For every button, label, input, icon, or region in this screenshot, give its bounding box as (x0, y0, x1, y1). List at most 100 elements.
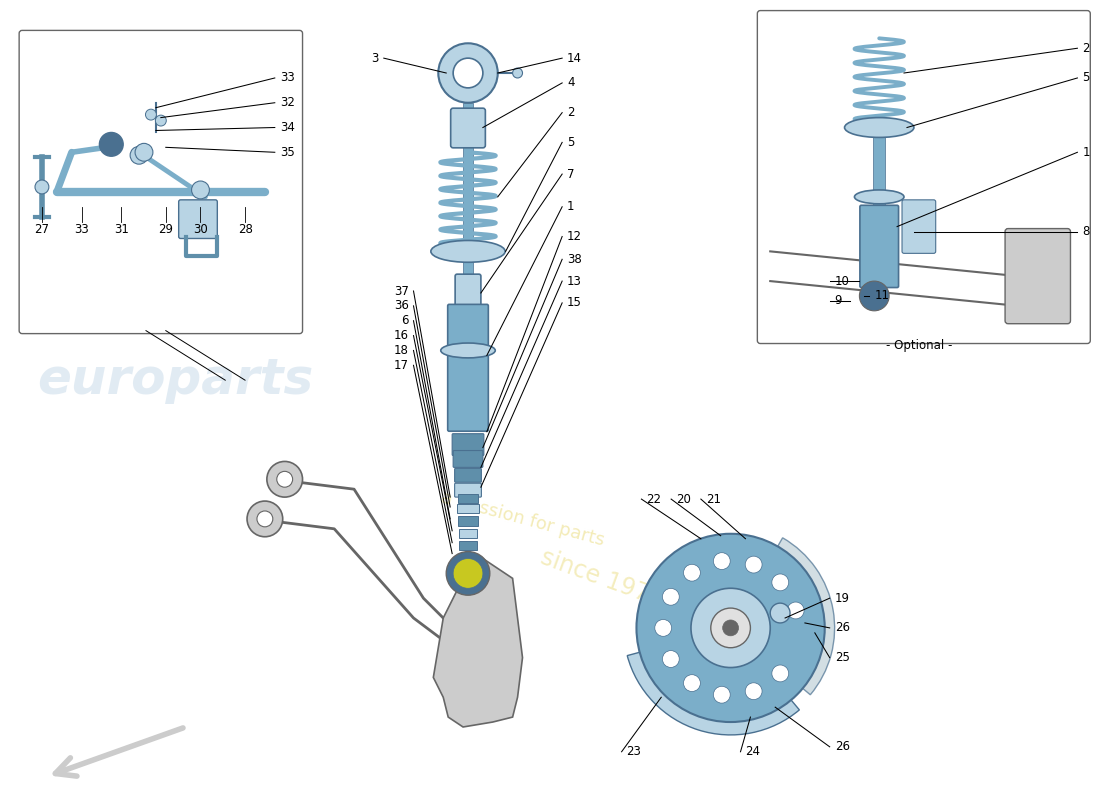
Circle shape (130, 146, 148, 164)
Circle shape (248, 501, 283, 537)
Text: - Optional -: - Optional - (886, 339, 953, 352)
Circle shape (711, 608, 750, 648)
FancyBboxPatch shape (448, 304, 488, 431)
Bar (463, 102, 473, 311)
Text: 17: 17 (394, 359, 408, 372)
Circle shape (654, 619, 672, 636)
Bar (458, 494, 477, 503)
Text: 8: 8 (1082, 225, 1090, 238)
FancyBboxPatch shape (19, 30, 302, 334)
Text: 6: 6 (402, 314, 408, 327)
Text: 10: 10 (835, 274, 849, 287)
Text: 23: 23 (627, 746, 641, 758)
Text: 26: 26 (835, 622, 849, 634)
Text: europarts: europarts (37, 356, 314, 404)
Circle shape (453, 58, 483, 88)
Circle shape (191, 181, 209, 199)
Text: 33: 33 (279, 71, 295, 85)
Text: 7: 7 (568, 167, 574, 181)
Text: 4: 4 (568, 77, 574, 90)
Text: 15: 15 (568, 296, 582, 310)
Circle shape (772, 574, 789, 591)
Text: 14: 14 (568, 52, 582, 65)
Text: 21: 21 (706, 493, 721, 506)
Text: 2: 2 (568, 106, 574, 119)
Circle shape (691, 588, 770, 667)
Circle shape (662, 650, 680, 667)
Circle shape (770, 603, 790, 623)
Text: 5: 5 (568, 136, 574, 149)
Text: 5: 5 (1082, 71, 1090, 85)
Circle shape (662, 588, 680, 606)
Circle shape (257, 511, 273, 527)
Wedge shape (766, 538, 835, 694)
Circle shape (745, 556, 762, 573)
Text: 24: 24 (746, 746, 760, 758)
Text: 12: 12 (568, 230, 582, 243)
Text: 18: 18 (394, 344, 408, 357)
Circle shape (637, 534, 825, 722)
Text: 29: 29 (158, 223, 174, 236)
Circle shape (723, 620, 738, 636)
Text: 34: 34 (279, 121, 295, 134)
Bar (459, 554, 477, 562)
Text: 37: 37 (394, 285, 408, 298)
Text: 11: 11 (874, 290, 889, 302)
Ellipse shape (845, 118, 914, 138)
FancyBboxPatch shape (454, 468, 482, 482)
Text: 9: 9 (835, 294, 843, 307)
Circle shape (683, 564, 701, 581)
Ellipse shape (855, 190, 904, 204)
Wedge shape (627, 650, 800, 735)
Text: 22: 22 (647, 493, 661, 506)
Text: 32: 32 (279, 96, 295, 110)
Text: 25: 25 (835, 651, 849, 664)
FancyBboxPatch shape (757, 10, 1090, 343)
Text: 26: 26 (835, 740, 849, 754)
Text: since 1975: since 1975 (537, 545, 667, 612)
FancyBboxPatch shape (454, 483, 482, 497)
Circle shape (438, 43, 497, 102)
Circle shape (683, 674, 701, 691)
Text: 2: 2 (1082, 42, 1090, 54)
Circle shape (745, 682, 762, 700)
Ellipse shape (441, 343, 495, 358)
Text: 27: 27 (34, 223, 50, 236)
FancyBboxPatch shape (452, 434, 484, 455)
FancyBboxPatch shape (451, 108, 485, 148)
Text: 19: 19 (835, 592, 849, 605)
FancyBboxPatch shape (455, 274, 481, 308)
Circle shape (35, 180, 48, 194)
Ellipse shape (431, 241, 505, 262)
FancyBboxPatch shape (860, 206, 899, 287)
Text: 28: 28 (238, 223, 253, 236)
FancyBboxPatch shape (1005, 229, 1070, 324)
Circle shape (714, 686, 730, 703)
Text: 30: 30 (194, 223, 208, 236)
Polygon shape (433, 558, 522, 727)
Circle shape (859, 281, 889, 311)
Text: 16: 16 (394, 329, 408, 342)
Text: a passion for parts: a passion for parts (439, 489, 606, 550)
Text: 36: 36 (394, 299, 408, 312)
Circle shape (145, 109, 156, 120)
Bar (458, 516, 477, 526)
Text: 3: 3 (372, 52, 378, 65)
Circle shape (513, 68, 522, 78)
Circle shape (135, 143, 153, 161)
FancyBboxPatch shape (453, 450, 483, 467)
Circle shape (447, 552, 490, 595)
FancyBboxPatch shape (902, 200, 936, 254)
Circle shape (788, 602, 804, 619)
Text: 1: 1 (1082, 146, 1090, 158)
Circle shape (155, 115, 166, 126)
Circle shape (714, 553, 730, 570)
FancyBboxPatch shape (178, 200, 218, 238)
Bar (459, 529, 477, 538)
Bar (873, 127, 886, 222)
Circle shape (772, 665, 789, 682)
Circle shape (453, 558, 483, 588)
Circle shape (99, 133, 123, 156)
Text: 31: 31 (113, 223, 129, 236)
Text: 38: 38 (568, 253, 582, 266)
